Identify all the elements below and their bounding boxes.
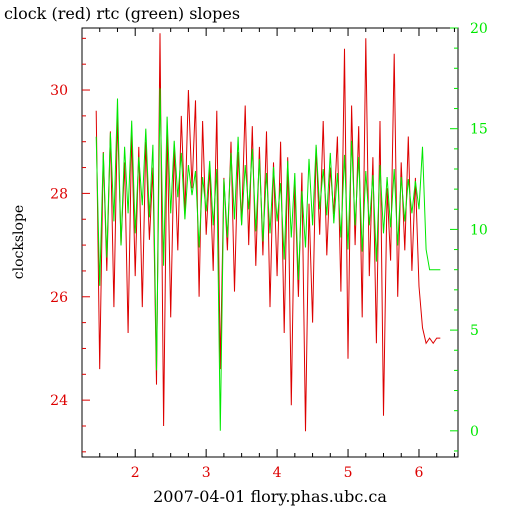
- y-left-tick-label: 30: [50, 83, 68, 99]
- chart-title: clock (red) rtc (green) slopes: [4, 4, 240, 23]
- x-tick-label: 3: [202, 465, 211, 481]
- y-right-tick-label: 15: [470, 122, 488, 138]
- plot-frame: [81, 27, 459, 458]
- series-layer: [95, 33, 441, 432]
- minor-ticks: [81, 27, 458, 457]
- series-line-rtc: [95, 88, 441, 431]
- x-axis: 2 3 4 5 6: [131, 465, 424, 481]
- x-tick-label: 6: [415, 465, 424, 481]
- y-left-axis: 24 26 28 30: [50, 83, 68, 409]
- y-left-tick-label: 24: [50, 393, 68, 409]
- y-right-tick-label: 20: [470, 21, 488, 37]
- y-left-tick-label: 26: [50, 290, 68, 306]
- x-axis-label: 2007-04-01 flory.phas.ubc.ca: [153, 487, 387, 506]
- y-axis-label: clockslope: [11, 205, 27, 279]
- y-right-tick-label: 0: [470, 424, 479, 440]
- y-right-tick-label: 10: [470, 222, 488, 238]
- y-left-tick-label: 28: [50, 186, 68, 202]
- x-tick-label: 5: [344, 465, 353, 481]
- y-right-axis: 0 5 10 15 20: [470, 21, 488, 440]
- x-tick-label: 2: [131, 465, 140, 481]
- x-tick-label: 4: [273, 465, 282, 481]
- series-line-clock: [95, 33, 441, 432]
- y-right-tick-label: 5: [470, 323, 479, 339]
